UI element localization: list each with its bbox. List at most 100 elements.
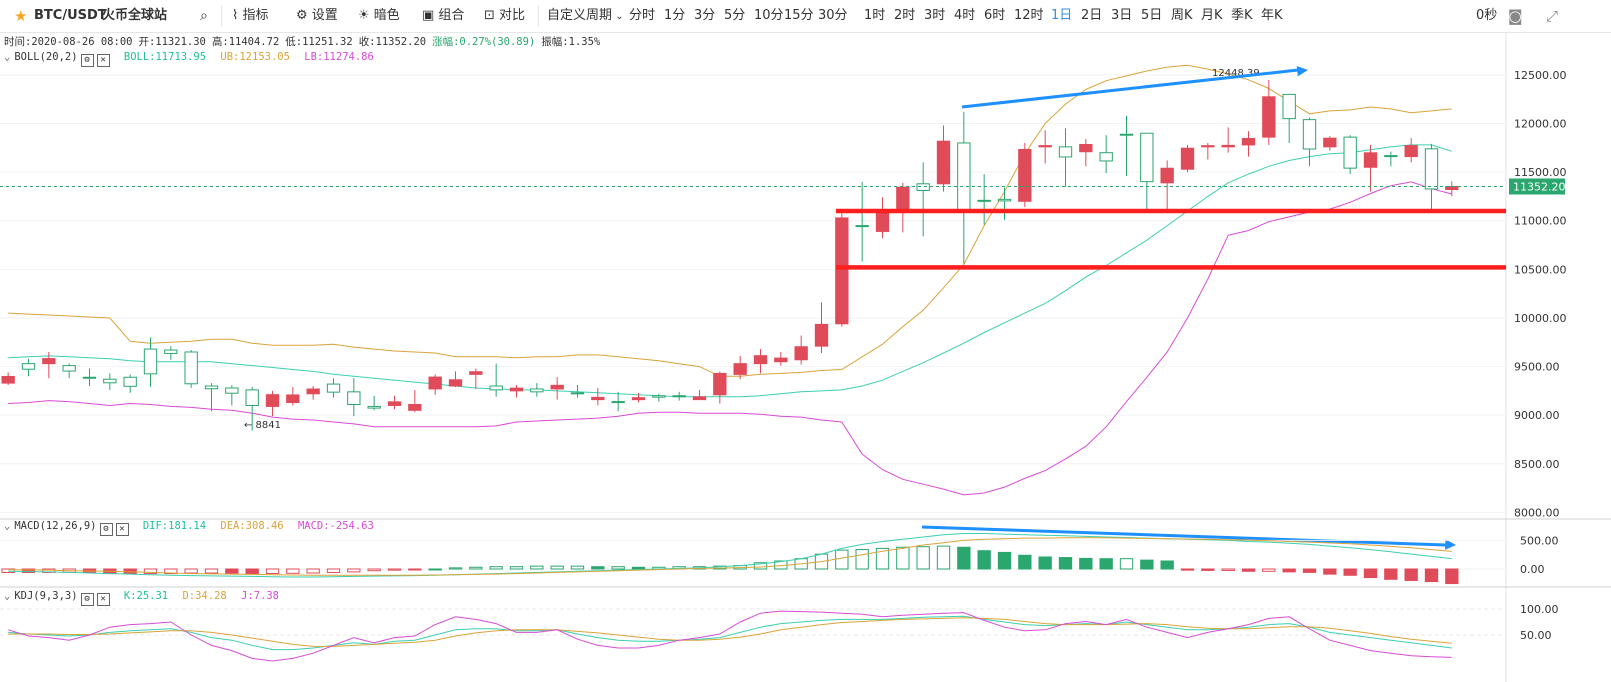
macd-histogram-bar	[306, 568, 320, 574]
period-tab-4[interactable]: 10分	[754, 8, 784, 23]
macd-dea-line	[8, 537, 1452, 576]
macd-histogram-bar	[611, 566, 625, 570]
search-icon[interactable]: ⌕	[200, 8, 208, 24]
low-annotation: ← 8841	[244, 420, 281, 431]
trend-arrow-macd	[921, 525, 1447, 547]
kdj-d-value: D:34.28	[182, 590, 227, 602]
candle-body	[509, 387, 524, 392]
gear-icon[interactable]: ⚙	[80, 593, 94, 606]
candle-body	[875, 209, 890, 232]
kdj-tick-label: 50.00	[1520, 629, 1552, 642]
candle-body	[977, 199, 991, 202]
price-tick-label: 8500.00	[1514, 458, 1560, 471]
candle-body	[62, 365, 76, 372]
period-tab-20[interactable]: 年K	[1261, 8, 1283, 23]
boll-lb-value: LB:11274.86	[304, 51, 374, 63]
indicator-button[interactable]: ⌇ 指标	[232, 0, 269, 32]
candle-body	[245, 389, 259, 406]
macd-histogram-bar	[550, 565, 564, 570]
period-tab-12[interactable]: 12时	[1014, 8, 1044, 23]
chevron-down-icon[interactable]: ⌄	[4, 520, 11, 532]
macd-histogram-bar	[204, 568, 219, 574]
candle-body	[265, 394, 280, 407]
period-tab-11[interactable]: 6时	[984, 8, 1006, 23]
macd-histogram-bar	[570, 565, 585, 570]
period-tab-9[interactable]: 3时	[924, 8, 946, 23]
candle-body	[347, 391, 361, 405]
period-tab-1[interactable]: 1分	[664, 8, 686, 23]
chevron-down-icon[interactable]: ⌄	[4, 51, 11, 63]
kdj-legend: ⌄ KDJ(9,3,3) ⚙ ✕ K:25.31 D:34.28 J:7.38	[4, 590, 279, 606]
macd-hist-value: MACD:-254.63	[297, 520, 374, 532]
candlestick-chart[interactable]: 8000.00 8500.00 9000.00 9500.00 10000.00 1050…	[0, 32, 1611, 682]
candle-body	[387, 401, 402, 406]
candle-body	[1404, 145, 1418, 158]
macd-dif-value: DIF:181.14	[142, 520, 207, 532]
boll-mid-value: BOLL:11713.95	[123, 51, 207, 63]
period-tab-8[interactable]: 2时	[894, 8, 916, 23]
period-tab-19[interactable]: 季K	[1231, 8, 1253, 23]
period-tab-3[interactable]: 5分	[724, 8, 746, 23]
layout-button[interactable]: ▣ 组合	[422, 0, 464, 32]
close-icon[interactable]: ✕	[96, 54, 110, 67]
period-tab-15[interactable]: 3日	[1111, 8, 1133, 23]
period-tab-7[interactable]: 1时	[864, 8, 886, 23]
gear-icon[interactable]: ⚙	[80, 54, 94, 67]
macd-histogram-bar	[1160, 560, 1174, 570]
candle-body	[957, 142, 971, 212]
macd-histogram-bar	[347, 568, 361, 573]
settings-button[interactable]: ⚙ 设置	[296, 0, 338, 32]
candle-body	[1, 375, 15, 384]
chevron-down-icon[interactable]: ⌄	[4, 590, 11, 602]
period-tab-2[interactable]: 3分	[694, 8, 716, 23]
compare-label: 对比	[499, 8, 526, 23]
dark-mode-button[interactable]: ☀ 暗色	[358, 0, 400, 32]
boll-lb-line	[8, 181, 1452, 496]
period-tab-0[interactable]: 分时	[629, 8, 656, 23]
candle-body	[184, 351, 198, 385]
favorite-star-icon[interactable]: ★	[14, 7, 28, 25]
macd-histogram-bar	[1140, 559, 1154, 570]
close-icon[interactable]: ✕	[115, 523, 129, 536]
candle-body	[753, 355, 768, 365]
candle-body	[1201, 145, 1215, 148]
macd-histogram-bar	[1058, 557, 1073, 570]
time-value: 时间:2020-08-26 08:00	[4, 36, 133, 48]
candle-body	[855, 225, 869, 228]
period-tab-14[interactable]: 2日	[1081, 8, 1103, 23]
price-tick-label: 11000.00	[1514, 215, 1567, 228]
macd-histogram-bar	[428, 568, 442, 571]
kdj-name: KDJ(9,3,3)	[14, 590, 78, 602]
macd-histogram-bar	[367, 568, 381, 572]
candle-body	[591, 396, 605, 401]
boll-ub-value: UB:12153.05	[220, 51, 290, 63]
compare-button[interactable]: ⊡ 对比	[484, 0, 525, 32]
close-icon[interactable]: ✕	[96, 593, 110, 606]
change-value: 涨幅:0.27%(30.89)	[432, 36, 536, 48]
macd-histogram-bar	[265, 568, 280, 574]
period-tab-16[interactable]: 5日	[1141, 8, 1163, 23]
boll-mid-line	[8, 144, 1452, 398]
period-tab-13[interactable]: 1日	[1051, 8, 1073, 23]
period-tab-18[interactable]: 月K	[1201, 8, 1223, 23]
amplitude-value: 振幅:1.35%	[541, 36, 601, 48]
period-tab-5[interactable]: 15分	[784, 8, 814, 23]
macd-histogram-bar	[631, 566, 646, 570]
candle-body	[42, 358, 56, 365]
period-tab-6[interactable]: 30分	[818, 8, 848, 23]
custom-period-label: 自定义周期	[547, 8, 613, 23]
gear-icon[interactable]: ⚙	[99, 523, 113, 536]
close-value: 收:11352.20	[358, 36, 427, 48]
settings-label: 设置	[311, 8, 338, 23]
macd-histogram-bar	[21, 568, 36, 574]
fullscreen-icon[interactable]: ⤢	[1546, 7, 1559, 25]
trend-arrow-macd-head	[1445, 539, 1456, 550]
open-value: 开:11321.30	[138, 36, 206, 48]
custom-period-dropdown[interactable]: 自定义周期 ⌄	[547, 0, 624, 32]
last-price-text: 11352.20	[1513, 180, 1566, 193]
symbol-name[interactable]: BTC/USDT	[34, 8, 107, 23]
camera-icon[interactable]: ◙	[1508, 7, 1523, 25]
period-tab-10[interactable]: 4时	[954, 8, 976, 23]
period-tab-17[interactable]: 周K	[1171, 8, 1193, 23]
macd-name: MACD(12,26,9)	[14, 520, 97, 532]
